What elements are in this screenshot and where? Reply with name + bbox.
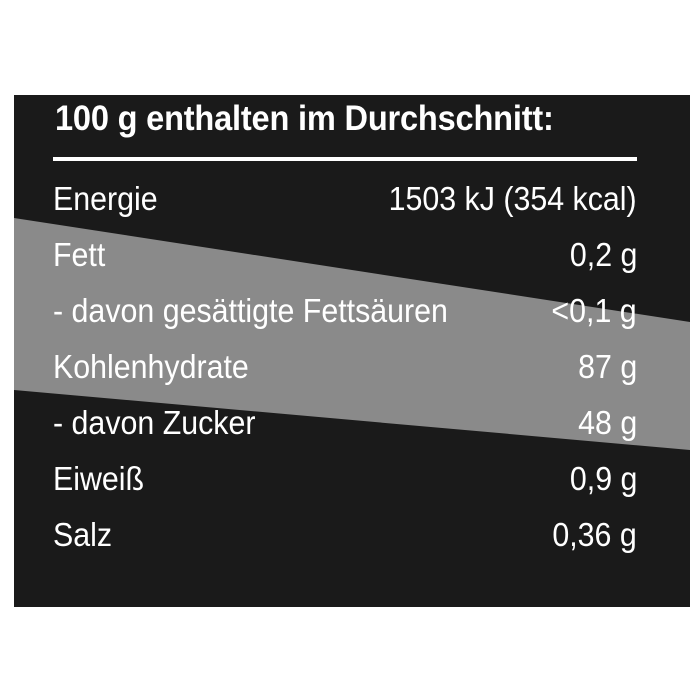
nutrient-value: 0,2 g (569, 236, 637, 273)
nutrient-value: <0,1 g (551, 292, 637, 329)
table-row: - davon gesättigte Fettsäuren <0,1 g (53, 283, 637, 339)
nutrient-label: Salz (53, 516, 113, 553)
table-row: Energie 1503 kJ (354 kcal) (53, 171, 637, 227)
nutrient-label: Kohlenhydrate (53, 348, 249, 385)
nutrient-label: Fett (53, 236, 106, 273)
nutrient-label: - davon gesättigte Fettsäuren (53, 292, 448, 329)
nutrition-panel: 100 g enthalten im Durchschnitt: Energie… (14, 95, 690, 607)
nutrition-table: Energie 1503 kJ (354 kcal) Fett 0,2 g - … (53, 171, 637, 563)
nutrient-label: Energie (53, 180, 158, 217)
nutrient-value: 0,36 g (552, 516, 637, 553)
nutrition-content: 100 g enthalten im Durchschnitt: Energie… (14, 95, 690, 607)
table-row: - davon Zucker 48 g (53, 395, 637, 451)
table-row: Salz 0,36 g (53, 507, 637, 563)
nutrient-value: 1503 kJ (354 kcal) (388, 180, 637, 217)
nutrition-heading: 100 g enthalten im Durchschnitt: (55, 99, 554, 138)
nutrient-value: 87 g (577, 348, 637, 385)
nutrient-label: Eiweiß (53, 460, 145, 497)
nutrient-label: - davon Zucker (53, 404, 256, 441)
nutrient-value: 0,9 g (569, 460, 637, 497)
nutrient-value: 48 g (577, 404, 637, 441)
table-row: Fett 0,2 g (53, 227, 637, 283)
heading-divider (53, 157, 637, 161)
table-row: Eiweiß 0,9 g (53, 451, 637, 507)
table-row: Kohlenhydrate 87 g (53, 339, 637, 395)
